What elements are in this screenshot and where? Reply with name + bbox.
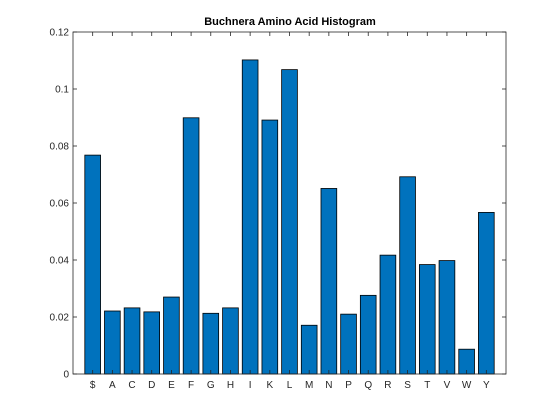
bar-0 [84,154,101,375]
x-tick-label-6: G [207,380,215,391]
bars-group [84,59,495,375]
bar-6 [202,312,220,375]
y-tick-label-1: 0.02 [50,313,70,324]
bar-4 [163,296,180,375]
bar-15 [379,254,397,375]
x-tick-label-3: D [148,380,155,391]
x-tick-label-4: E [168,380,175,391]
x-tick-label-1: A [109,380,116,391]
bar-13 [340,313,357,375]
x-tick-label-0: $ [90,380,96,391]
bar-14 [359,294,377,375]
x-tick-label-5: F [188,380,194,391]
y-tick-label-0: 0 [63,370,69,381]
bar-17 [418,264,436,375]
y-axis: 0 0.02 0.04 0.06 0.08 0.1 0.12 [50,28,506,381]
bar-3 [143,311,161,375]
y-tick-label-5: 0.1 [55,85,69,96]
x-tick-label-10: L [287,380,293,391]
x-tick-label-12: N [325,380,332,391]
x-tick-label-7: H [227,380,234,391]
bar-8 [241,59,259,375]
bar-12 [320,188,338,375]
x-tick-label-13: P [345,380,352,391]
x-tick-label-8: I [249,380,252,391]
y-tick-label-4: 0.08 [50,142,70,153]
x-tick-label-19: W [462,380,472,391]
chart-title: Buchnera Amino Acid Histogram [204,16,376,28]
x-tick-label-2: C [128,380,135,391]
bar-7 [222,307,239,375]
y-tick-label-3: 0.06 [50,199,70,210]
x-axis: $ A C D E F G H I K L M N P Q R S T V W Y [90,32,490,391]
x-tick-label-9: K [266,380,273,391]
bar-1 [104,310,121,375]
bar-9 [261,119,279,375]
bar-5 [182,117,200,375]
x-tick-label-16: S [404,380,411,391]
x-tick-label-17: T [424,380,430,391]
bar-11 [300,324,318,375]
y-tick-label-6: 0.12 [50,28,70,39]
x-tick-label-20: Y [483,380,490,391]
bar-20 [478,212,495,375]
x-tick-label-15: R [384,380,391,391]
bar-18 [438,260,456,375]
bar-10 [281,69,298,375]
bar-16 [399,176,416,375]
bar-2 [123,307,141,375]
x-tick-label-14: Q [364,380,372,391]
x-tick-label-11: M [305,380,313,391]
x-tick-label-18: V [444,380,451,391]
y-tick-label-2: 0.04 [50,256,70,267]
